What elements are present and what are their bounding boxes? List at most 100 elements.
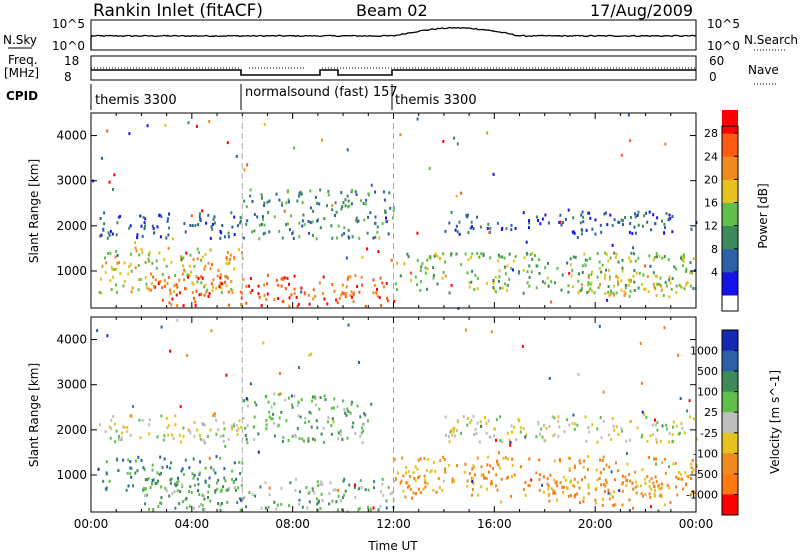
- scatter-cell: [178, 433, 181, 437]
- scatter-cell: [381, 477, 384, 481]
- colorbar-swatch: [722, 494, 738, 516]
- scatter-cell: [503, 256, 506, 260]
- scatter-cell: [485, 476, 488, 480]
- scatter-cell: [402, 489, 405, 493]
- scatter-cell: [307, 437, 310, 440]
- scatter-cell: [308, 231, 310, 235]
- scatter-cell: [403, 262, 406, 266]
- scatter-cell: [366, 419, 369, 423]
- scatter-cell: [587, 425, 590, 429]
- scatter-cell: [268, 410, 271, 414]
- scatter-cell: [634, 212, 637, 216]
- scatter-cell: [358, 236, 361, 240]
- scatter-cell: [201, 255, 204, 259]
- scatter-cell: [587, 492, 590, 496]
- scatter-cell: [189, 431, 192, 435]
- scatter-cell: [510, 267, 513, 270]
- scatter-cell: [242, 277, 245, 281]
- scatter-cell: [389, 492, 392, 496]
- scatter-cell: [411, 496, 414, 500]
- scatter-cell: [212, 285, 214, 289]
- scatter-cell: [668, 431, 671, 435]
- scatter-cell: [105, 261, 108, 265]
- scatter-cell: [184, 230, 187, 234]
- colorbar-tick-label: 12: [704, 220, 718, 233]
- scatter-cell: [224, 479, 227, 483]
- scatter-cell: [185, 251, 188, 255]
- scatter-cell: [634, 485, 637, 489]
- colorbar-swatch: [722, 156, 738, 180]
- scatter-cell: [301, 201, 304, 205]
- scatter-cell: [344, 489, 347, 493]
- scatter-cell: [298, 194, 301, 198]
- scatter-cell: [223, 427, 226, 431]
- scatter-cell: [658, 254, 661, 258]
- scatter-cell: [633, 252, 635, 256]
- scatter-cell: [664, 280, 667, 284]
- scatter-cell: [351, 425, 354, 429]
- scatter-cell: [621, 219, 624, 222]
- scatter-cell: [376, 225, 379, 229]
- scatter-cell: [509, 443, 512, 447]
- scatter-cell: [386, 299, 389, 303]
- scatter-cell: [337, 224, 340, 228]
- colorbar-swatch: [722, 225, 738, 250]
- scatter-cell: [613, 218, 616, 222]
- scatter-cell: [634, 231, 637, 235]
- scatter-cell: [486, 131, 489, 135]
- scatter-cell: [257, 292, 260, 296]
- scatter-cell: [548, 499, 551, 503]
- scatter-cell: [191, 224, 194, 228]
- scatter-cell: [118, 435, 120, 438]
- scatter-cell: [607, 259, 610, 263]
- cpid-segment-3: themis 3300: [395, 93, 477, 108]
- scatter-cell: [218, 285, 221, 289]
- scatter-cell: [343, 477, 346, 481]
- scatter-cell: [239, 216, 242, 220]
- scatter-cell: [321, 483, 324, 487]
- scatter-cell: [605, 463, 608, 467]
- scatter-cell: [512, 268, 514, 272]
- scatter-cell: [352, 421, 355, 425]
- scatter-cell: [588, 430, 591, 434]
- scatter-cell: [576, 423, 579, 427]
- scatter-cell: [363, 412, 366, 416]
- scatter-cell: [159, 280, 162, 284]
- scatter-cell: [182, 304, 185, 308]
- scatter-cell: [682, 487, 684, 491]
- scatter-cell: [469, 226, 472, 230]
- scatter-cell: [109, 229, 112, 233]
- scatter-cell: [604, 273, 607, 277]
- nsky-label: N.Sky: [3, 33, 37, 47]
- scatter-cell: [204, 480, 207, 484]
- scatter-cell: [426, 482, 429, 486]
- scatter-cell: [451, 433, 454, 437]
- scatter-cell: [611, 495, 614, 499]
- scatter-cell: [444, 467, 446, 471]
- scatter-cell: [595, 501, 597, 505]
- scatter-cell: [604, 490, 606, 493]
- scatter-cell: [295, 477, 297, 481]
- scatter-cell: [572, 484, 574, 487]
- scatter-cell: [562, 485, 565, 489]
- scatter-cell: [243, 199, 246, 203]
- scatter-cell: [413, 477, 416, 480]
- scatter-cell: [209, 236, 212, 240]
- scatter-cell: [489, 256, 492, 260]
- scatter-cell: [689, 261, 692, 264]
- scatter-cell: [668, 440, 671, 444]
- scatter-cell: [182, 264, 184, 268]
- scatter-cell: [317, 484, 320, 488]
- freq-label: Freq.: [8, 53, 38, 67]
- scatter-cell: [116, 261, 119, 265]
- scatter-cell: [467, 417, 469, 421]
- scatter-cell: [505, 476, 508, 480]
- colorbar-tick-label: 24: [704, 150, 718, 163]
- scatter-cell: [668, 465, 670, 469]
- scatter-cell: [226, 500, 229, 504]
- scatter-cell: [273, 297, 276, 301]
- scatter-cell: [648, 210, 651, 214]
- scatter-cell: [587, 281, 590, 284]
- scatter-cell: [471, 476, 474, 480]
